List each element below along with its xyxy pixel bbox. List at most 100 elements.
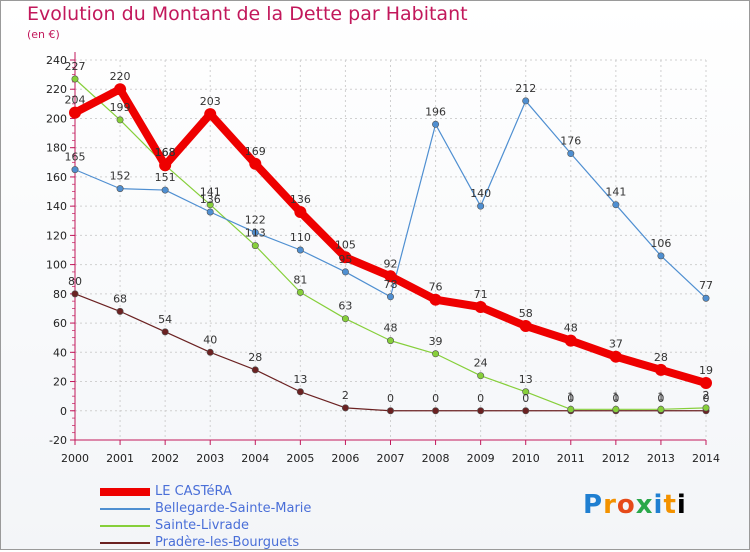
data-label: 76 — [429, 281, 443, 294]
data-label: 28 — [654, 351, 668, 364]
data-label: 168 — [155, 146, 176, 159]
data-label: 0 — [387, 392, 394, 405]
data-label: 78 — [384, 278, 398, 291]
y-tick-labels: -20 0 20 40 60 80 100 120 140 160 180 200 220 240 — [46, 54, 67, 447]
x-tick-label: 2006 — [331, 452, 359, 465]
data-label: 122 — [245, 213, 266, 226]
y-tick-label: 60 — [53, 317, 67, 330]
data-label: 220 — [110, 70, 131, 83]
x-tick-label: 2010 — [512, 452, 540, 465]
data-label: 141 — [605, 186, 626, 199]
legend-label: LE CASTéRA — [155, 484, 232, 499]
legend-label: Bellegarde-Sainte-Marie — [155, 501, 312, 516]
x-tick-label: 2001 — [106, 452, 134, 465]
x-tick-labels: 2000 2001 2002 2003 2004 2005 2006 2007 2008 2009… — [61, 452, 720, 465]
data-point — [341, 404, 349, 412]
data-label: 169 — [245, 145, 266, 158]
data-label: 54 — [158, 313, 172, 326]
data-point — [657, 405, 665, 413]
data-point — [294, 206, 307, 218]
data-label: 136 — [290, 193, 311, 206]
data-point — [341, 268, 349, 276]
y-tick-label: 80 — [53, 288, 67, 301]
data-label: 63 — [338, 300, 352, 313]
data-point — [567, 405, 575, 413]
data-label: 204 — [65, 94, 86, 107]
data-label: 28 — [248, 351, 262, 364]
data-label: 0 — [657, 392, 664, 405]
data-label: 140 — [470, 187, 491, 200]
data-label: 0 — [703, 392, 710, 405]
y-tick-label: 220 — [46, 83, 67, 96]
data-point — [159, 159, 172, 172]
data-point — [432, 350, 440, 358]
data-point — [700, 377, 712, 389]
x-tick-label: 2008 — [422, 452, 450, 465]
data-point — [702, 294, 710, 302]
data-point — [432, 407, 440, 415]
y-tick-label: -20 — [49, 434, 67, 447]
data-label: 196 — [425, 105, 446, 118]
x-tick-label: 2000 — [61, 452, 89, 465]
legend-label: Pradère-les-Bourguets — [155, 535, 300, 550]
data-labels: 2042201682031691361059276715848372819165… — [65, 60, 714, 405]
data-point — [522, 97, 530, 105]
data-point — [204, 108, 217, 121]
y-tick-label: 120 — [46, 229, 67, 242]
x-tick-label: 2007 — [377, 452, 405, 465]
data-label: 77 — [699, 279, 713, 292]
data-point — [339, 251, 352, 264]
y-tick-label: 0 — [60, 405, 67, 418]
data-point — [477, 372, 485, 380]
y-tick-label: 200 — [46, 112, 67, 125]
data-point — [477, 202, 485, 210]
data-label: 40 — [203, 333, 217, 346]
data-label: 1 — [567, 390, 574, 403]
x-tick-label: 2002 — [151, 452, 179, 465]
data-label: 0 — [567, 392, 574, 405]
x-tick-label: 2012 — [602, 452, 630, 465]
data-label: 58 — [519, 307, 533, 320]
data-label: 13 — [293, 373, 307, 386]
chart-subtitle: (en €) — [27, 28, 60, 41]
data-label: 81 — [293, 273, 307, 286]
data-point — [71, 290, 79, 298]
series-lines — [69, 75, 712, 415]
data-label: 168 — [155, 146, 176, 159]
data-point — [702, 404, 710, 412]
data-point — [386, 337, 394, 345]
data-point — [251, 242, 259, 250]
x-tick-label: 2013 — [647, 452, 675, 465]
data-label: 19 — [699, 364, 713, 377]
data-label: 68 — [113, 292, 127, 305]
data-label: 80 — [68, 275, 82, 288]
data-label: 152 — [110, 170, 131, 183]
data-label: 0 — [522, 392, 529, 405]
data-label: 48 — [564, 322, 578, 335]
data-point — [519, 320, 532, 332]
data-label: 105 — [335, 238, 356, 251]
legend-swatch — [100, 508, 150, 510]
data-point — [206, 208, 214, 216]
data-label: 92 — [384, 257, 398, 270]
data-label: 0 — [432, 392, 439, 405]
data-point — [609, 350, 622, 363]
x-tick-label: 2014 — [692, 452, 720, 465]
data-point — [116, 185, 124, 193]
x-tick-label: 2003 — [196, 452, 224, 465]
legend-swatch — [100, 488, 150, 496]
data-point — [71, 75, 79, 83]
legend-swatch — [100, 542, 150, 544]
data-label: 113 — [245, 227, 266, 240]
data-point — [657, 252, 665, 260]
data-point — [654, 363, 667, 376]
data-point — [522, 407, 530, 415]
data-point — [251, 228, 259, 236]
x-tick-label: 2004 — [241, 452, 269, 465]
data-point — [161, 328, 169, 336]
data-point — [386, 407, 394, 415]
data-label: 106 — [650, 237, 671, 250]
data-point — [384, 270, 397, 283]
data-point — [386, 293, 394, 301]
